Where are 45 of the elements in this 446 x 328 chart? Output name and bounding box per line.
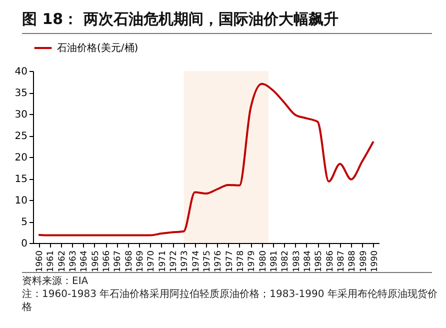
x-tick-label: 1989 (358, 250, 369, 272)
x-tick-label: 1987 (336, 250, 346, 272)
y-tick-label: 35 (14, 88, 28, 99)
y-tick-label: 40 (14, 66, 28, 78)
x-tick-label: 1986 (325, 250, 336, 272)
x-tick-label: 1968 (124, 250, 134, 272)
x-tick-label: 1985 (314, 250, 324, 272)
text: 资料来源：EIA (22, 275, 90, 288)
x-tick-label: 1980 (258, 250, 268, 272)
x-tick-label: 1982 (280, 250, 291, 272)
y-tick-label: 15 (14, 174, 28, 185)
x-tick-label: 1969 (136, 250, 146, 272)
y-tick-label: 0 (21, 238, 28, 250)
x-tick-label: 1970 (146, 250, 157, 272)
x-tick-label: 1977 (224, 250, 235, 272)
x-tick-label: 1984 (302, 250, 313, 272)
y-tick-label: 20 (14, 152, 28, 164)
y-tick-label: 25 (14, 131, 28, 142)
x-tick-label: 1981 (269, 250, 280, 272)
x-tick-label: 1990 (370, 250, 380, 272)
x-tick-label: 1979 (247, 250, 258, 272)
x-tick-label: 1961 (46, 250, 56, 272)
x-tick-label: 1988 (348, 250, 358, 272)
y-tick-label: 30 (14, 110, 28, 120)
chart-title: 图 18： 两次石油危机期间，国际油价大幅飙升 (21, 9, 340, 30)
x-tick-label: 1960 (35, 250, 46, 272)
x-tick-label: 1978 (236, 250, 246, 272)
x-tick-label: 1964 (80, 250, 90, 272)
legend-label: 石油价格(美元/桶) (57, 42, 138, 54)
x-tick-label: 1963 (68, 250, 79, 272)
x-tick-label: 1975 (202, 250, 212, 272)
text: 注：1960-1983 年石油价格采用阿拉伯轻质原油价格；1983-1990 年采用布伦特原油现货价格 (22, 288, 438, 314)
line-series (38, 82, 374, 236)
x-tick-label: 1972 (169, 250, 180, 272)
x-tick-label: 1971 (158, 250, 168, 272)
x-tick-label: 1965 (90, 250, 101, 272)
x-tick-label: 1973 (180, 250, 190, 272)
x-tick-label: 1966 (102, 250, 112, 272)
y-tick-label: 10 (14, 196, 28, 206)
x-tick-label: 1983 (292, 250, 302, 272)
x-tick-label: 1976 (214, 250, 224, 272)
x-tick-label: 1967 (113, 250, 124, 272)
x-tick-label: 1974 (191, 250, 202, 272)
y-tick-label: 5 (21, 217, 28, 228)
x-tick-label: 1962 (57, 250, 68, 272)
